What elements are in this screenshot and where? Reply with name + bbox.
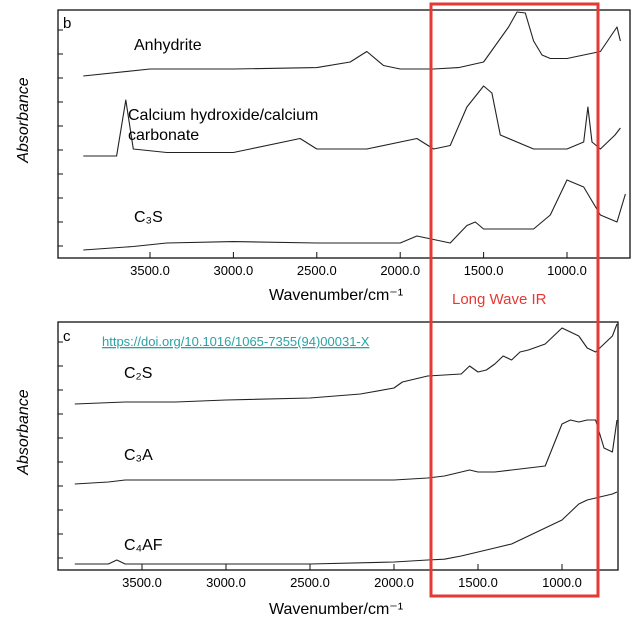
panel-b-letter: b xyxy=(63,15,71,32)
long-wave-ir-label: Long Wave IR xyxy=(452,291,547,308)
panel-b-y-ticks xyxy=(58,29,63,247)
curve-label-c3a: C₃A xyxy=(124,447,153,464)
panel-c-x-tick-label: 2000.0 xyxy=(374,575,414,590)
panel-c-x-ticks: 3500.0 3000.0 2500.0 2000.0 1500.0 1000.0 xyxy=(122,564,582,590)
panel-b-ylabel: Absorbance xyxy=(15,77,32,163)
panel-c-ylabel: Absorbance xyxy=(15,389,32,475)
panel-b-frame xyxy=(57,9,631,259)
panel-b-series-1-line xyxy=(83,85,621,157)
panel-b-x-ticks: 3500.0 3000.0 2500.0 2000.0 1500.0 1000.0 xyxy=(130,252,587,278)
panel-b-x-tick-label: 1500.0 xyxy=(464,263,504,278)
panel-c-letter: c xyxy=(63,328,71,345)
panel-c-x-tick-label: 2500.0 xyxy=(290,575,330,590)
panel-c-xlabel: Wavenumber/cm⁻¹ xyxy=(269,601,403,618)
curve-label-calcium-hydroxide-line1: Calcium hydroxide/calcium xyxy=(128,107,318,124)
curve-label-c2s: C₂S xyxy=(124,365,152,382)
panel-c-curves xyxy=(74,323,618,565)
panel-b-x-tick-label: 3500.0 xyxy=(130,263,170,278)
curve-label-anhydrite: Anhydrite xyxy=(134,37,202,54)
panel-b-x-tick-label: 3000.0 xyxy=(214,263,254,278)
panel-b-series-2-line xyxy=(83,179,626,251)
panel-b-x-tick-label: 2500.0 xyxy=(297,263,337,278)
long-wave-ir-highlight-box xyxy=(429,2,600,598)
panel-c-x-tick-label: 1000.0 xyxy=(542,575,582,590)
panel-c-frame xyxy=(57,321,619,571)
panel-b-x-tick-label: 1000.0 xyxy=(547,263,587,278)
panel-c-series-1-line xyxy=(74,419,618,485)
panel-c-series-2-line xyxy=(74,491,618,565)
curve-label-c4af: C₄AF xyxy=(124,537,163,554)
panel-c-y-ticks xyxy=(58,341,63,559)
panel-b-series-0-line xyxy=(83,11,621,77)
panel-c-x-tick-label: 3000.0 xyxy=(206,575,246,590)
curve-label-calcium-hydroxide: Calcium hydroxide/calcium carbonate xyxy=(128,107,323,144)
curve-label-c3s: C₃S xyxy=(134,209,163,226)
curve-label-calcium-hydroxide-line2: carbonate xyxy=(128,127,199,144)
panel-c-x-tick-label: 3500.0 xyxy=(122,575,162,590)
panel-b-curves xyxy=(83,11,626,251)
panel-c-x-tick-label: 1500.0 xyxy=(458,575,498,590)
panel-c-series-0-line xyxy=(74,323,618,405)
panel-b-xlabel: Wavenumber/cm⁻¹ xyxy=(269,287,403,304)
doi-link[interactable]: https://doi.org/10.1016/1065-7355(94)000… xyxy=(102,334,370,349)
panel-b-x-tick-label: 2000.0 xyxy=(380,263,420,278)
